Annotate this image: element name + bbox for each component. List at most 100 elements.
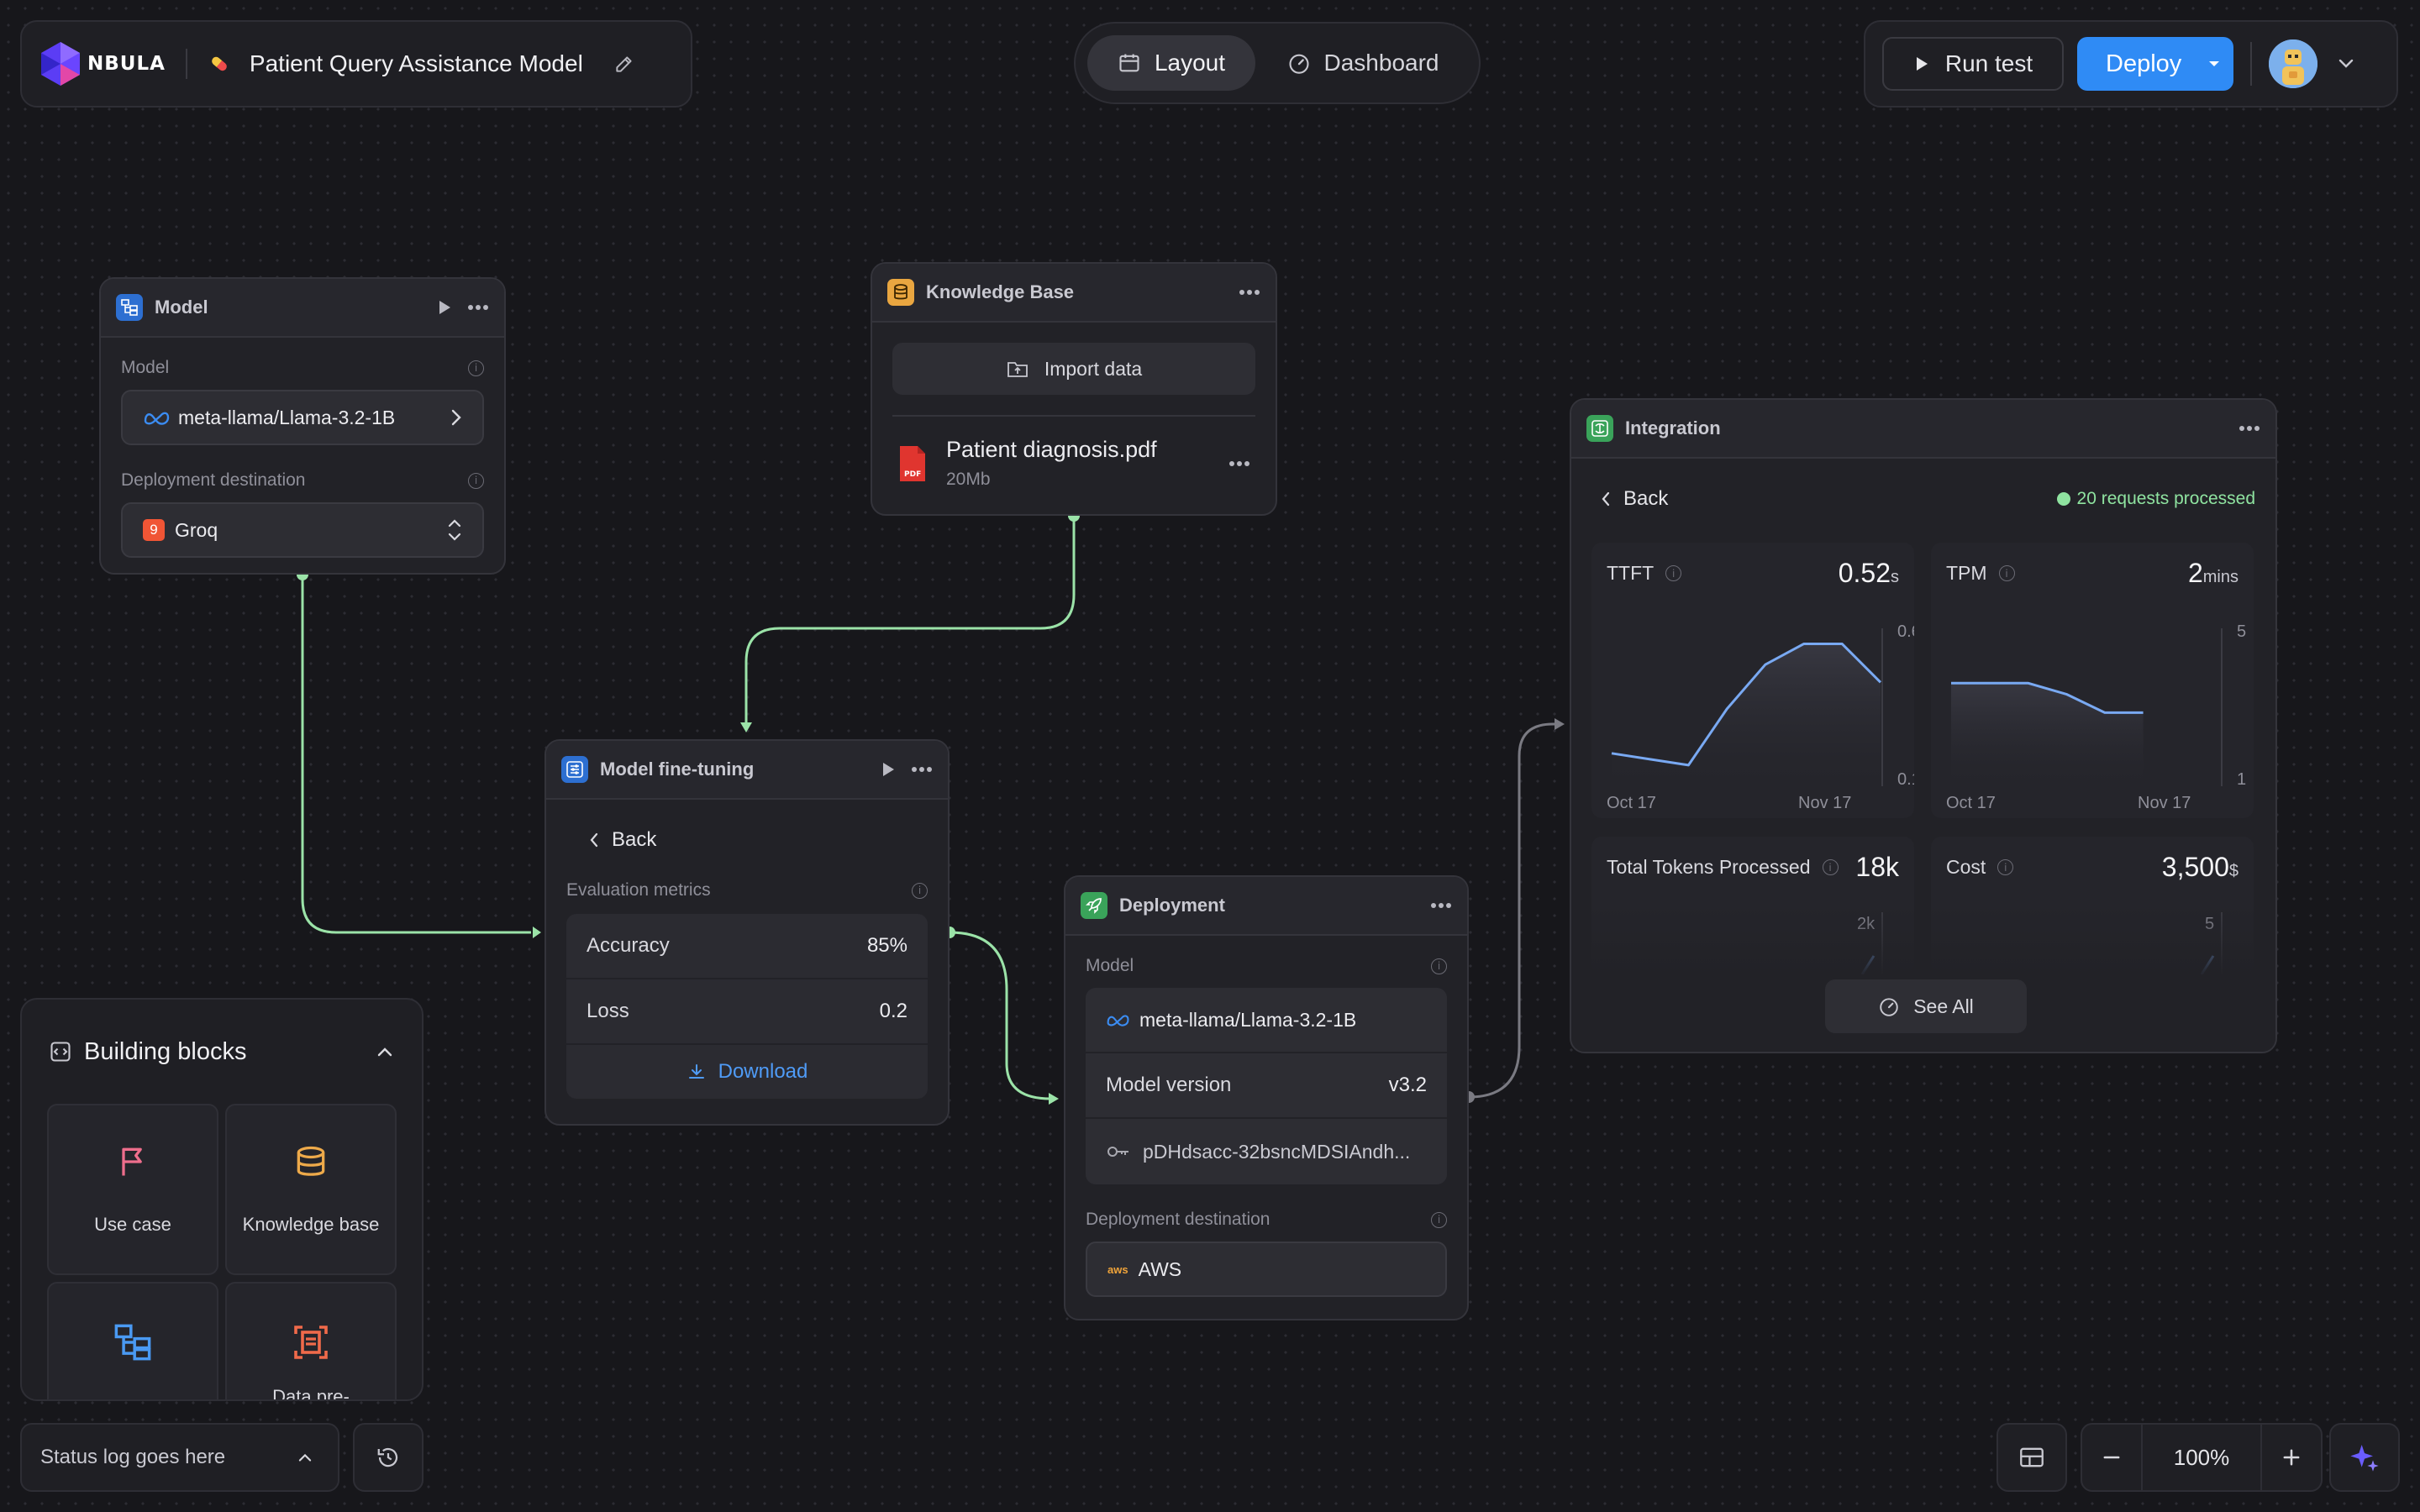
more-options-button[interactable] bbox=[467, 304, 489, 311]
stat-value: 0.52s bbox=[1838, 558, 1899, 588]
avatar[interactable] bbox=[2269, 39, 2317, 88]
status-log-text: Status log goes here bbox=[40, 1446, 226, 1468]
flag-icon bbox=[122, 1147, 142, 1176]
deployment-node-header[interactable]: Deployment bbox=[1065, 877, 1467, 936]
history-icon bbox=[377, 1447, 398, 1467]
chevron-right-icon bbox=[451, 409, 461, 426]
tab-layout[interactable]: Layout bbox=[1087, 35, 1255, 91]
zoom-level[interactable]: 100% bbox=[2173, 1444, 2230, 1470]
zoom-out-button[interactable] bbox=[2082, 1425, 2143, 1490]
arrow-head bbox=[1049, 1093, 1059, 1105]
integration-node[interactable]: Integration Back 20 requests processed T… bbox=[1570, 398, 2277, 1053]
chevron-down-icon[interactable] bbox=[2336, 57, 2356, 71]
x-tick-label: Nov 17 bbox=[2138, 794, 2191, 812]
meta-logo-icon bbox=[144, 412, 170, 425]
fine-tuning-node[interactable]: Model fine-tuning Back Evaluation metric… bbox=[544, 739, 950, 1126]
block-knowledge-base[interactable]: Knowledge base bbox=[225, 1104, 397, 1275]
minimap-button[interactable] bbox=[1996, 1423, 2067, 1492]
more-horizontal-icon bbox=[1431, 903, 1451, 908]
layout-icon bbox=[1119, 54, 1139, 72]
caret-down-icon[interactable] bbox=[2207, 59, 2222, 69]
status-text: 20 requests processed bbox=[2076, 489, 2255, 508]
download-button[interactable]: Download bbox=[566, 1045, 928, 1099]
building-blocks-header[interactable]: Building blocks bbox=[22, 1000, 422, 1104]
view-switcher: Layout Dashboard bbox=[1074, 22, 1481, 104]
run-node-button[interactable] bbox=[437, 299, 452, 316]
tab-dashboard[interactable]: Dashboard bbox=[1262, 35, 1464, 91]
back-button[interactable]: Back bbox=[566, 800, 928, 880]
deployment-details: meta-llama/Llama-3.2-1B Model version v3… bbox=[1086, 988, 1447, 1184]
block-use-case[interactable]: Use case bbox=[47, 1104, 218, 1275]
ai-assistant-button[interactable] bbox=[2329, 1423, 2400, 1492]
tab-layout-label: Layout bbox=[1154, 50, 1226, 76]
series-line bbox=[1611, 643, 1882, 767]
project-title[interactable]: Patient Query Assistance Model bbox=[249, 50, 583, 76]
edit-pencil-icon[interactable] bbox=[613, 53, 635, 75]
api-key: pDHdsacc-32bsncMDSIAndh... bbox=[1143, 1140, 1411, 1163]
more-options-button[interactable] bbox=[2238, 425, 2260, 432]
more-horizontal-icon bbox=[912, 767, 932, 772]
model-node-header[interactable]: Model bbox=[101, 279, 504, 338]
metric-row: Accuracy 85% bbox=[566, 914, 928, 979]
download-icon bbox=[688, 1064, 704, 1079]
file-size: 20Mb bbox=[946, 470, 991, 489]
deployment-node[interactable]: Deployment Model i meta-llama/Llama-3.2-… bbox=[1064, 875, 1469, 1320]
knowledge-base-node[interactable]: Knowledge Base Import data PDF Patient d… bbox=[871, 262, 1277, 516]
info-icon[interactable]: i bbox=[1997, 859, 2014, 875]
deployed-model[interactable]: meta-llama/Llama-3.2-1B bbox=[1086, 988, 1447, 1053]
destination-select[interactable]: aws AWS bbox=[1086, 1242, 1447, 1297]
deploy-button[interactable]: Deploy bbox=[2077, 37, 2233, 91]
import-data-button[interactable]: Import data bbox=[892, 343, 1255, 395]
api-key-row[interactable]: pDHdsacc-32bsncMDSIAndh... bbox=[1086, 1119, 1447, 1184]
more-options-button[interactable] bbox=[911, 766, 933, 773]
more-options-button[interactable] bbox=[1430, 902, 1452, 909]
code-block-icon bbox=[50, 1042, 71, 1062]
status-log[interactable]: Status log goes here bbox=[20, 1423, 339, 1492]
stat-value: 18k bbox=[1855, 852, 1899, 882]
tpm-chart: 5 1 Oct 17 Nov 17 bbox=[1946, 622, 2246, 812]
more-options-button[interactable] bbox=[1239, 289, 1260, 296]
info-icon[interactable]: i bbox=[1822, 859, 1839, 875]
robot-avatar-icon bbox=[2269, 39, 2317, 88]
info-icon[interactable]: i bbox=[1998, 565, 2015, 581]
play-icon bbox=[883, 763, 894, 776]
rocket-icon bbox=[1081, 892, 1107, 919]
groq-logo-icon: 9 bbox=[143, 519, 165, 541]
divider bbox=[185, 49, 187, 79]
info-icon[interactable]: i bbox=[1431, 958, 1447, 974]
y-tick-label: 5 bbox=[2237, 622, 2246, 641]
stat-value: 3,500$ bbox=[2161, 852, 2238, 882]
svg-text:PDF: PDF bbox=[904, 470, 921, 479]
database-icon bbox=[887, 279, 914, 306]
file-item[interactable]: PDF Patient diagnosis.pdf 20Mb bbox=[872, 417, 1276, 490]
metric-value: 0.2 bbox=[879, 1000, 908, 1022]
block-data-preprocessing[interactable]: Data pre- bbox=[225, 1282, 397, 1401]
run-node-button[interactable] bbox=[881, 761, 896, 778]
block-label: Data pre- bbox=[272, 1386, 350, 1401]
info-icon[interactable]: i bbox=[468, 360, 484, 376]
stat-title: TPM bbox=[1946, 562, 1987, 584]
more-horizontal-icon bbox=[2239, 426, 2260, 431]
info-icon[interactable]: i bbox=[1665, 565, 1682, 581]
zoom-in-button[interactable] bbox=[2260, 1425, 2321, 1490]
model-select[interactable]: meta-llama/Llama-3.2-1B bbox=[121, 390, 484, 445]
see-all-button[interactable]: See All bbox=[1825, 979, 2027, 1033]
integration-node-header[interactable]: Integration bbox=[1571, 400, 2275, 459]
run-test-button[interactable]: Run test bbox=[1882, 37, 2064, 91]
model-node[interactable]: Model Model i meta-llama/Llama-3.2-1B De… bbox=[99, 277, 506, 575]
info-icon[interactable]: i bbox=[1431, 1211, 1447, 1228]
finetune-node-header[interactable]: Model fine-tuning bbox=[546, 741, 948, 800]
import-data-label: Import data bbox=[1044, 357, 1143, 380]
history-button[interactable] bbox=[353, 1423, 424, 1492]
back-button[interactable]: Back bbox=[1600, 487, 1668, 511]
block-model[interactable] bbox=[47, 1282, 218, 1399]
more-horizontal-icon[interactable] bbox=[1228, 460, 1250, 467]
chevron-up-icon[interactable] bbox=[375, 1045, 395, 1058]
knowledge-node-header[interactable]: Knowledge Base bbox=[872, 264, 1276, 323]
info-icon[interactable]: i bbox=[912, 882, 928, 899]
gauge-icon bbox=[1880, 998, 1898, 1016]
meta-logo-icon bbox=[1107, 1015, 1129, 1026]
info-icon[interactable]: i bbox=[468, 472, 484, 489]
destination-select[interactable]: 9 Groq bbox=[121, 502, 484, 558]
